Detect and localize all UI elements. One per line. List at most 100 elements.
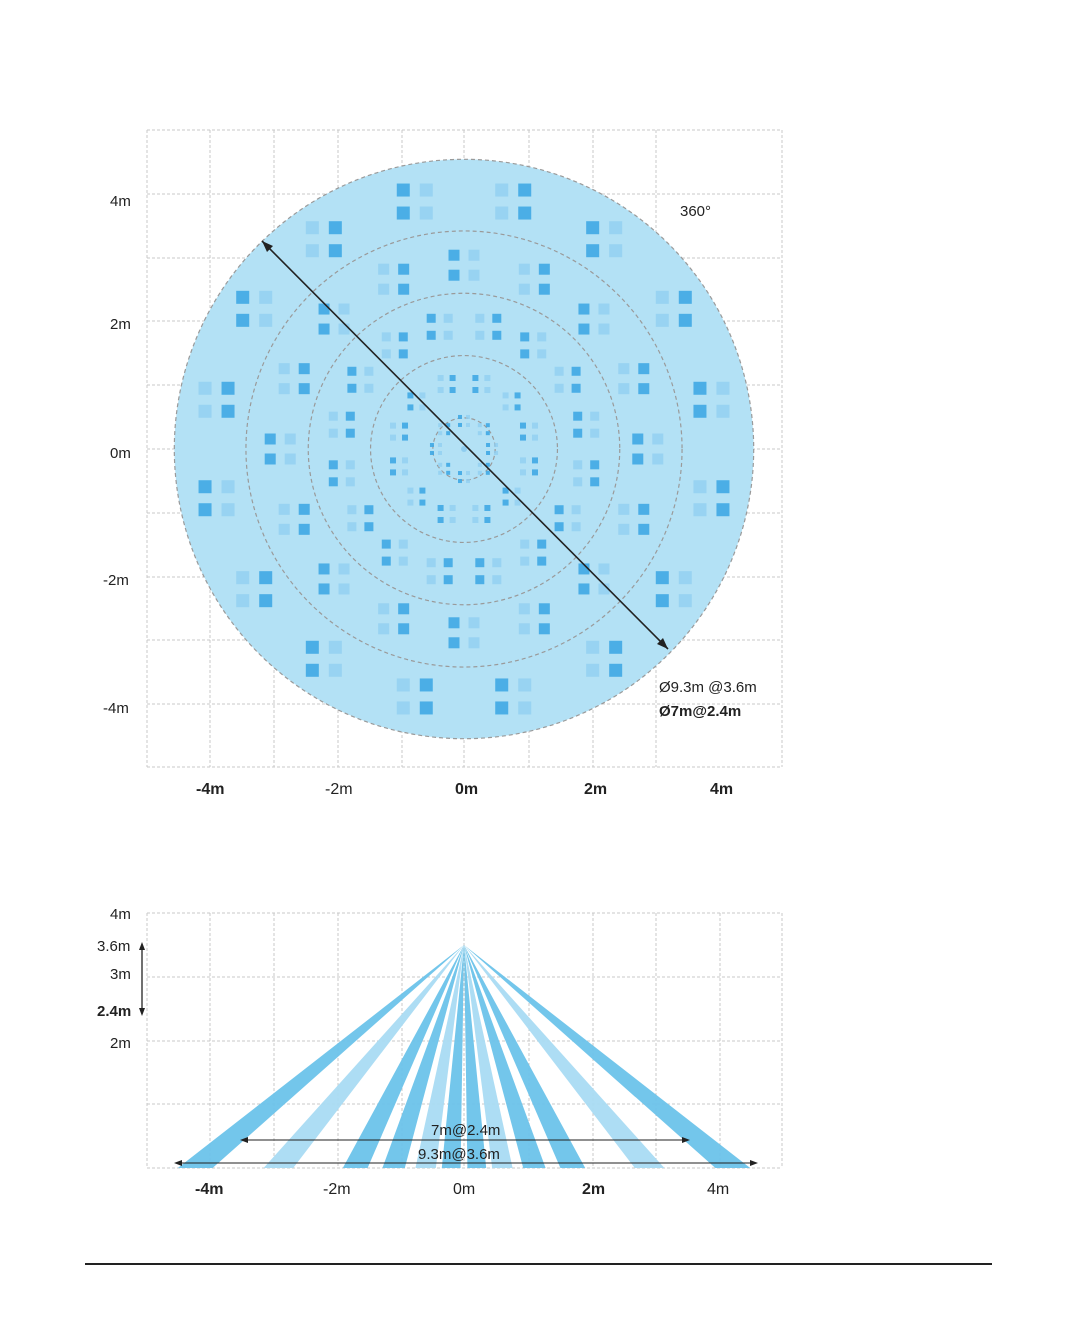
zone-square <box>437 443 442 447</box>
zone-square <box>328 477 338 487</box>
zone-cluster <box>318 303 350 335</box>
zone-square <box>328 221 342 235</box>
zone-cluster <box>278 503 310 535</box>
diameter-arrow <box>261 240 669 650</box>
zone-square <box>402 469 409 476</box>
zone-square <box>419 678 433 692</box>
zone-square <box>514 487 521 494</box>
zone-square <box>578 323 590 335</box>
zone-cluster <box>495 183 532 220</box>
top-view-diagram: 4m 2m 0m -2m -4m -4m -2m 0m 2m 4m 360° Ø… <box>103 129 783 798</box>
zone-cluster <box>632 433 664 465</box>
zone-square <box>426 558 436 568</box>
zone-square <box>305 640 319 654</box>
zone-square <box>519 469 526 476</box>
zone-square <box>495 183 509 197</box>
zone-square <box>364 505 374 515</box>
zone-cluster <box>236 290 273 327</box>
zone-square <box>652 433 664 445</box>
zone-cluster <box>407 392 426 411</box>
zone-square <box>449 516 456 523</box>
zone-square <box>278 503 290 515</box>
zone-square <box>438 462 443 467</box>
zone-square <box>345 460 355 470</box>
zone-square <box>426 313 436 323</box>
zone-square <box>437 451 442 455</box>
detection-beam <box>441 945 464 1168</box>
center-point <box>461 446 467 452</box>
zone-square <box>364 366 374 376</box>
zone-square <box>448 249 460 261</box>
zone-square <box>438 423 443 428</box>
zone-cluster <box>438 462 451 475</box>
side-x-label-neg2m: -2m <box>323 1181 351 1198</box>
zone-square <box>390 469 397 476</box>
detection-beam <box>464 945 586 1168</box>
zone-square <box>259 571 273 585</box>
zone-square <box>502 487 509 494</box>
zone-square <box>347 522 357 532</box>
zone-cluster <box>475 313 502 340</box>
zone-square <box>318 323 330 335</box>
zone-square <box>716 503 730 517</box>
zone-square <box>518 206 532 220</box>
zone-square <box>609 244 623 258</box>
zone-square <box>468 249 480 261</box>
y-label-0m: 0m <box>110 445 131 462</box>
zone-square <box>426 575 436 585</box>
zone-square <box>284 433 296 445</box>
zone-square <box>586 663 600 677</box>
zone-square <box>426 330 436 340</box>
zone-square <box>449 375 456 382</box>
zone-cluster <box>318 563 350 595</box>
zone-square <box>221 404 235 418</box>
zone-cluster <box>305 640 342 677</box>
zone-square <box>284 453 296 465</box>
zone-square <box>693 480 707 494</box>
zone-square <box>305 244 319 258</box>
side-y-label-2m: 2m <box>110 1035 131 1052</box>
zone-square <box>495 701 509 715</box>
zone-square <box>632 433 644 445</box>
zone-square <box>632 453 644 465</box>
zone-square <box>514 404 521 411</box>
zone-cluster <box>472 504 491 523</box>
zone-square <box>652 453 664 465</box>
zone-square <box>437 516 444 523</box>
zone-square <box>502 404 509 411</box>
zone-square <box>468 269 480 281</box>
spec-line-2: Ø7m@2.4m <box>659 703 741 720</box>
zone-square <box>484 516 491 523</box>
zone-square <box>466 471 470 476</box>
zone-square <box>554 522 564 532</box>
zone-square <box>477 470 482 475</box>
zone-square <box>438 431 443 436</box>
zone-cluster <box>520 332 547 359</box>
zone-square <box>571 522 581 532</box>
zone-square <box>678 313 692 327</box>
zone-square <box>198 503 212 517</box>
zone-square <box>486 451 491 455</box>
zone-square <box>278 523 290 535</box>
zone-square <box>716 381 730 395</box>
zone-square <box>477 431 482 436</box>
zone-square <box>618 363 630 375</box>
zone-square <box>328 663 342 677</box>
x-label-neg2m: -2m <box>325 781 353 798</box>
zone-square <box>590 460 600 470</box>
zone-square <box>381 332 391 342</box>
detection-beam <box>464 945 665 1168</box>
detection-beams <box>177 945 751 1168</box>
zone-square <box>494 443 499 447</box>
zone-square <box>693 503 707 517</box>
zone-square <box>609 221 623 235</box>
zone-square <box>502 499 509 506</box>
zone-square <box>298 503 310 515</box>
zone-square <box>598 303 610 315</box>
zone-square <box>571 383 581 393</box>
detection-ring <box>245 230 683 668</box>
zone-square <box>419 701 433 715</box>
zone-square <box>520 539 530 549</box>
zone-cluster <box>495 678 532 715</box>
zone-square <box>458 414 462 419</box>
